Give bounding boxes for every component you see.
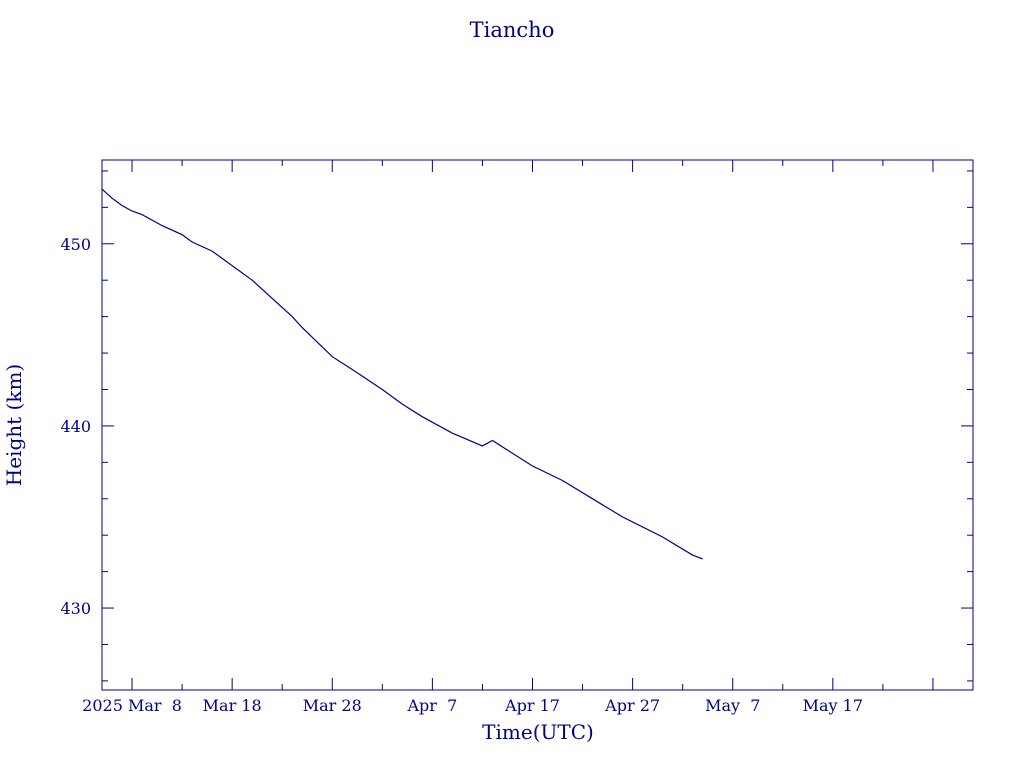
x-tick-label: 2025 Mar 8 [82,696,182,715]
x-tick-label: Mar 28 [303,696,362,715]
x-tick-label: May 17 [803,696,863,715]
tick-labels: 2025 Mar 8 Mar 18 Mar 28 Apr 7 Apr 17 Apr 27 M… [60,235,863,715]
y-tick-label: 450 [60,235,91,254]
x-tick-label: Apr 27 [604,696,660,715]
y-axis-label: Height (km) [2,364,26,486]
y-tick-label: 440 [60,417,91,436]
chart-title: Tiancho [470,18,555,42]
x-axis-label: Time(UTC) [482,720,594,744]
height-series-line [101,188,703,560]
y-tick-label: 430 [60,599,91,618]
plot-frame [101,159,974,691]
x-tick-label: Mar 18 [203,696,262,715]
x-tick-label: Apr 7 [406,696,457,715]
x-tick-label: Apr 17 [504,696,560,715]
x-tick-label: May 7 [705,696,760,715]
axis-ticks [102,160,973,690]
